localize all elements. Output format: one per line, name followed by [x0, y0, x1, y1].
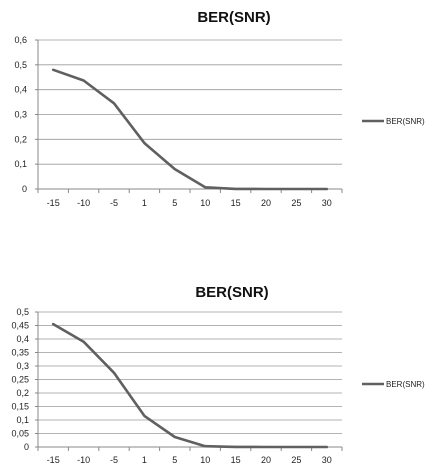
y-tick-label: 0,2 — [14, 134, 27, 144]
x-tick-label: 10 — [200, 198, 210, 208]
y-tick-label: 0,1 — [16, 415, 29, 425]
x-tick-label: -15 — [47, 198, 60, 208]
x-tick-label: 30 — [322, 455, 332, 465]
x-tick-label: 10 — [200, 455, 210, 465]
y-tick-label: 0,1 — [14, 159, 27, 169]
y-tick-label: 0,15 — [11, 402, 29, 412]
x-tick-label: 5 — [172, 198, 177, 208]
y-tick-label: 0 — [24, 442, 29, 452]
legend-label: BER(SNR) — [386, 117, 425, 126]
x-tick-label: -10 — [77, 455, 90, 465]
x-tick-label: -15 — [47, 455, 60, 465]
x-tick-label: 20 — [261, 198, 271, 208]
y-tick-label: 0,4 — [14, 85, 27, 95]
legend: BER(SNR) — [362, 380, 425, 389]
y-tick-label: 0,25 — [11, 375, 29, 385]
x-tick-label: 15 — [231, 455, 241, 465]
y-tick-label: 0,4 — [16, 334, 29, 344]
x-tick-label: 20 — [261, 455, 271, 465]
y-tick-label: 0 — [22, 184, 27, 194]
series-line — [51, 68, 329, 191]
legend-label: BER(SNR) — [386, 380, 425, 389]
y-tick-label: 0,3 — [14, 110, 27, 120]
x-tick-label: 25 — [291, 198, 301, 208]
x-tick-label: -10 — [77, 198, 90, 208]
x-tick-label: 30 — [322, 198, 332, 208]
y-tick-label: 0,35 — [11, 348, 29, 358]
x-tick-label: 1 — [142, 455, 147, 465]
chart-title: BER(SNR) — [195, 284, 268, 301]
series-line — [51, 322, 329, 449]
y-tick-label: 0,5 — [16, 307, 29, 317]
x-tick-label: 5 — [172, 455, 177, 465]
y-tick-label: 0,5 — [14, 60, 27, 70]
y-tick-label: 0,6 — [14, 35, 27, 45]
x-tick-label: 1 — [142, 198, 147, 208]
x-tick-label: -5 — [110, 455, 118, 465]
y-tick-label: 0,45 — [11, 321, 29, 331]
x-tick-label: -5 — [110, 198, 118, 208]
legend: BER(SNR) — [362, 117, 425, 126]
y-tick-label: 0,2 — [16, 388, 29, 398]
y-tick-label: 0,3 — [16, 361, 29, 371]
chart-2: BER(SNR) 0 0,05 0,1 0,15 0,2 0,25 0,3 0,35 0,4 0,4… — [11, 284, 425, 465]
chart-1: BER(SNR)00,10,20,30,40,50,6-15 -10 -5 1 5 10 1… — [14, 9, 425, 208]
y-tick-label: 0,05 — [11, 429, 29, 439]
chart-title: BER(SNR) — [197, 9, 270, 26]
x-tick-label: 15 — [231, 198, 241, 208]
x-tick-label: 25 — [291, 455, 301, 465]
